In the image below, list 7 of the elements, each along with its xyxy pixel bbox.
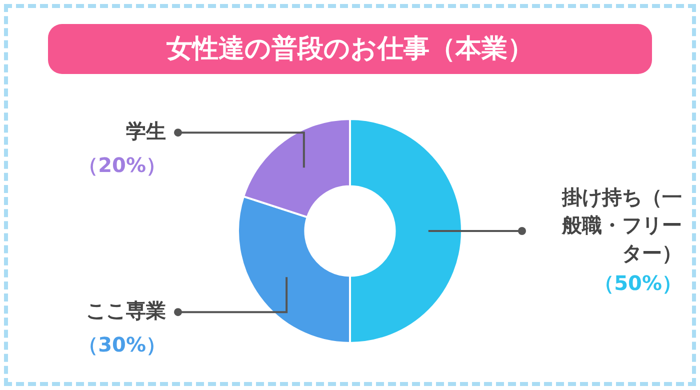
slice-label: 学生	[126, 118, 166, 143]
data-label: （20%）	[78, 152, 166, 177]
data-label: （30%）	[78, 332, 166, 356]
slice-label: 掛け持ち（一般職・フリーター）	[561, 185, 682, 266]
chart-title: 女性達の普段のお仕事（本業）	[48, 24, 652, 74]
data-label: （50%）	[594, 271, 682, 296]
slice-label: ここ専業	[86, 298, 166, 322]
